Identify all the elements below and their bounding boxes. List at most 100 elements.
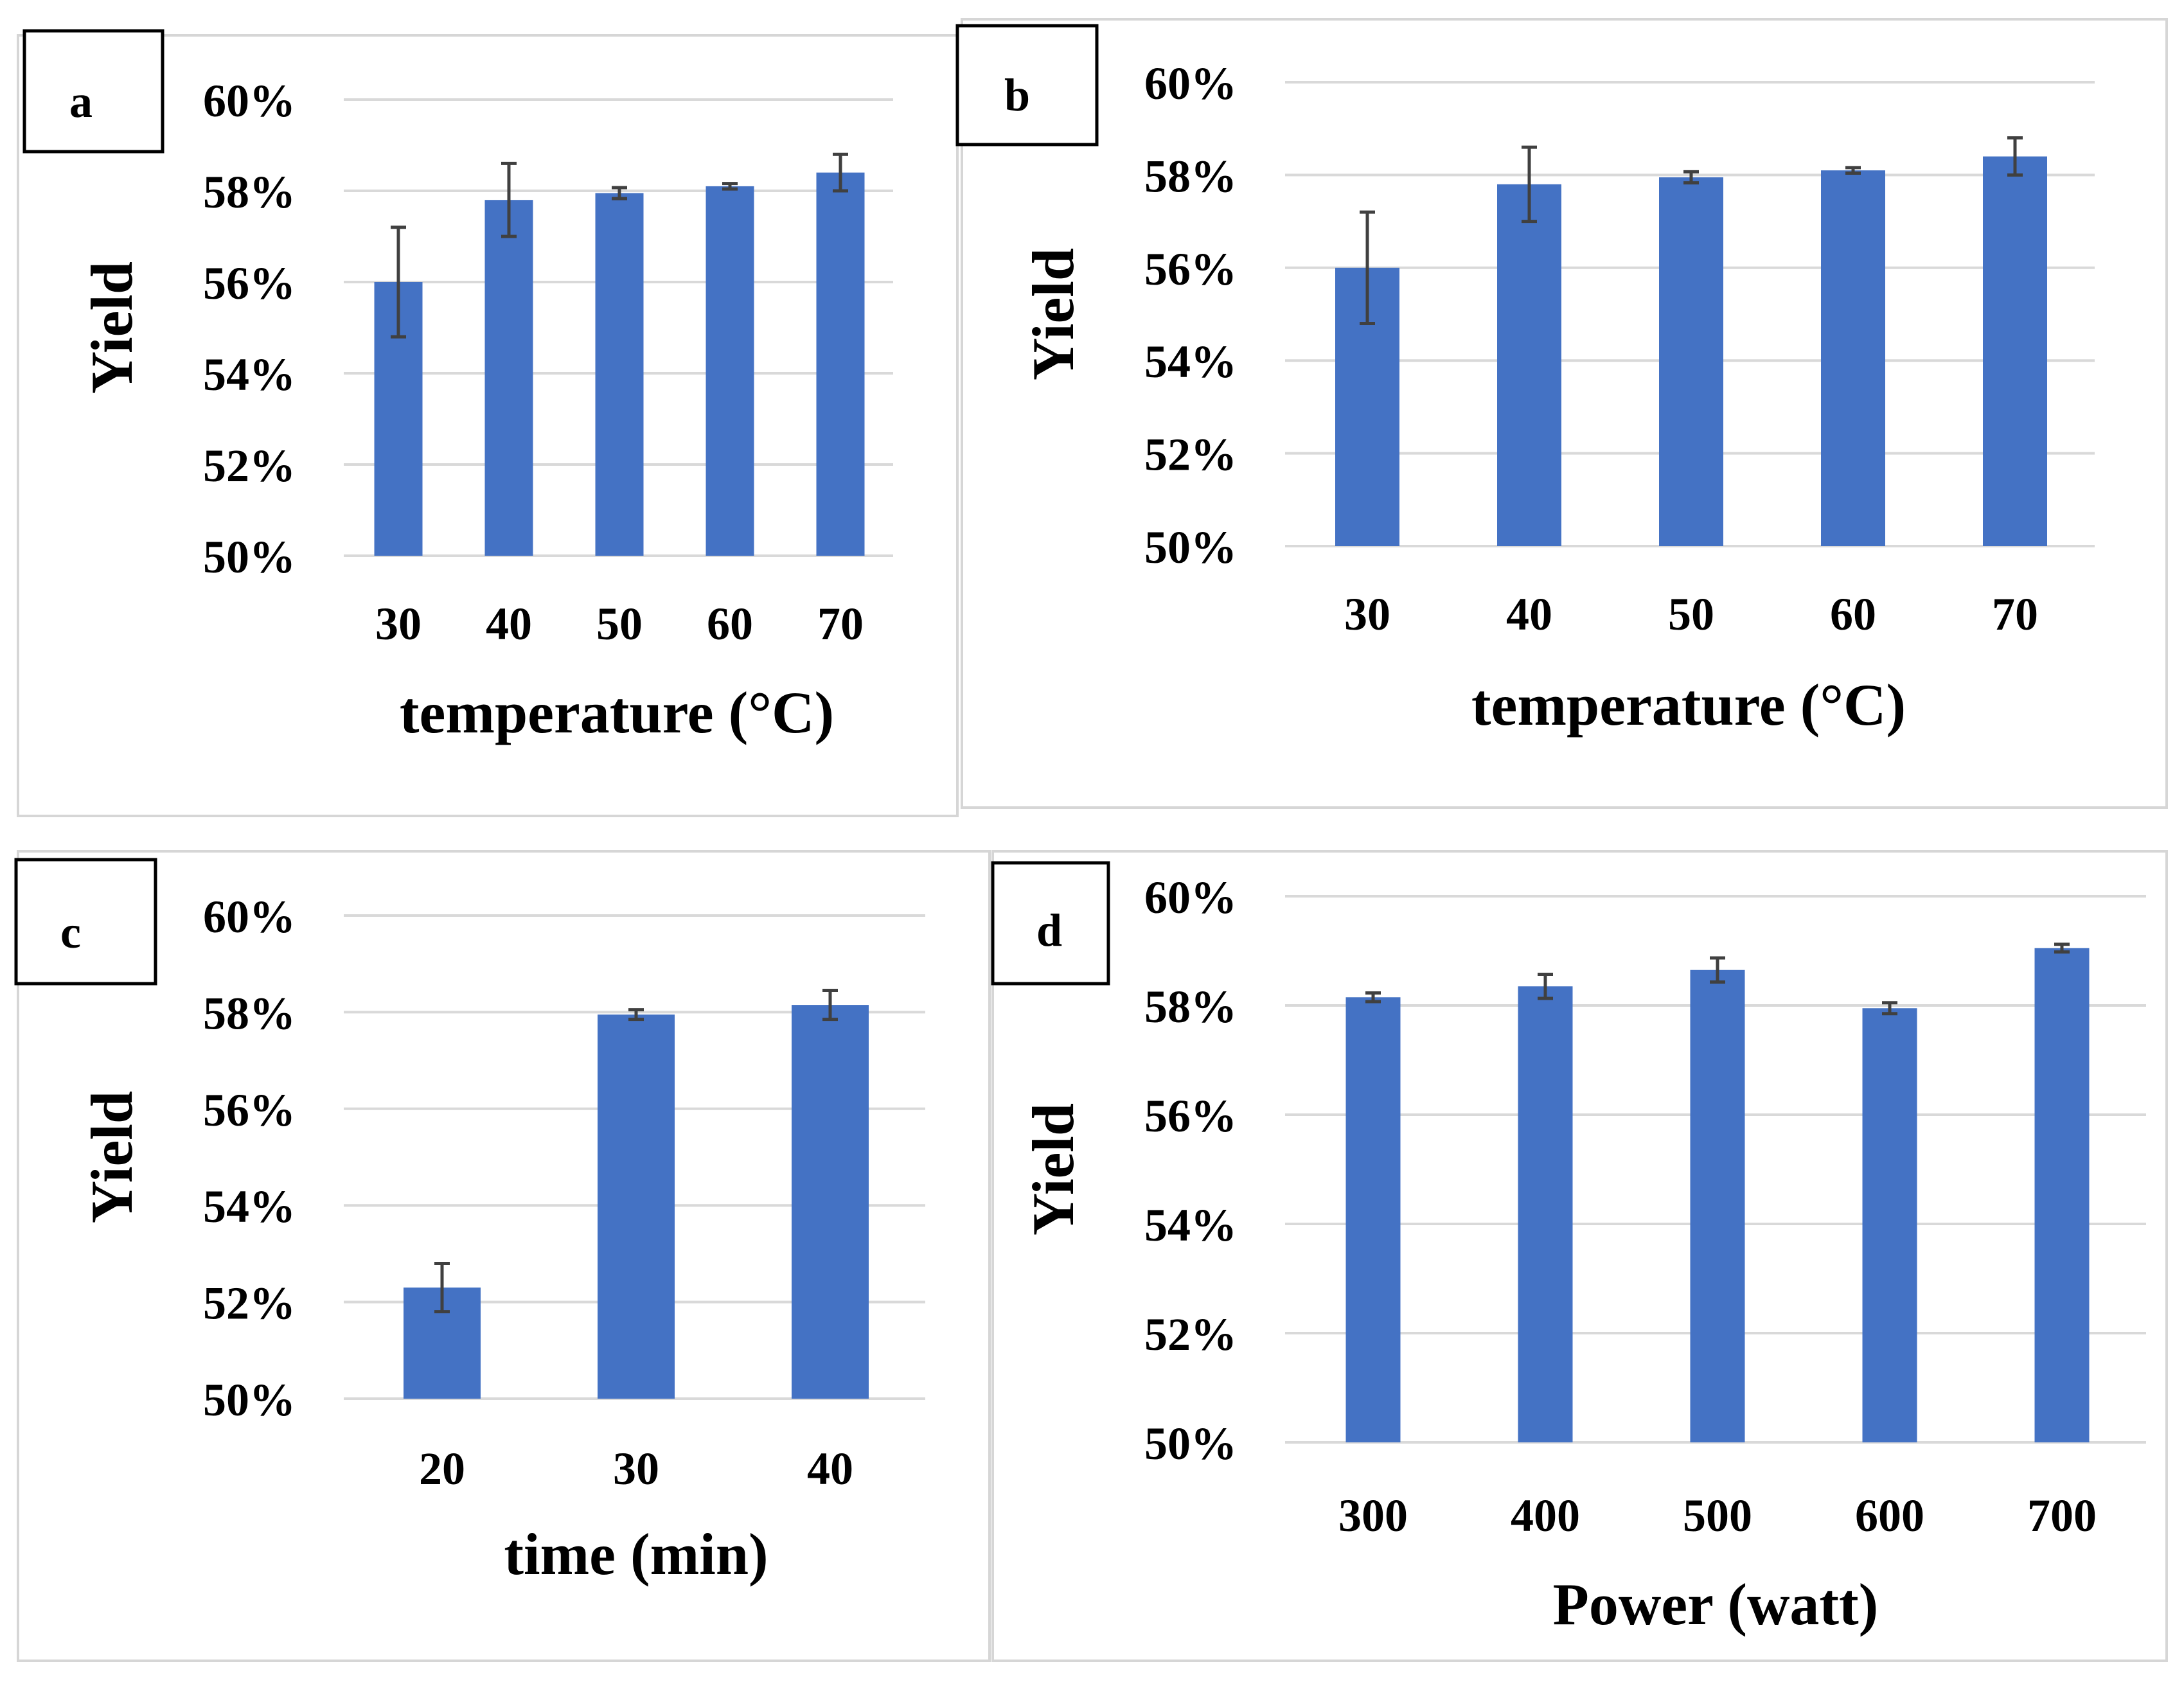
bar-b-70 [1983, 156, 2047, 546]
y-tick-label-d-2: 54% [1144, 1200, 1237, 1251]
x-tick-label-b-2: 50 [1668, 589, 1714, 640]
x-tick-label-a-4: 70 [817, 598, 864, 650]
x-axis-title-d: Power (watt) [1553, 1571, 1879, 1637]
y-tick-label-d-5: 60% [1144, 872, 1237, 923]
bar-a-50 [595, 193, 644, 556]
error-bar-d-600 [1882, 1001, 1897, 1016]
bar-d-500 [1690, 969, 1745, 1442]
y-tick-label-c-0: 50% [203, 1374, 296, 1426]
x-tick-label-a-1: 40 [486, 598, 532, 650]
y-tick-label-c-2: 54% [203, 1181, 296, 1232]
chart-d: 50% 52% 54% 56% 58% 60% 300 400 500 600 700 Power (… [1020, 872, 2146, 1637]
error-bar-d-400 [1538, 973, 1553, 1000]
bar-a-40 [484, 200, 533, 556]
y-tick-label-b-1: 52% [1144, 429, 1237, 481]
panel-d-frame [991, 850, 2168, 1662]
y-tick-label-c-5: 60% [203, 891, 296, 943]
chart-a: 50% 52% 54% 56% 58% 60% 30 40 50 60 70 temperature … [79, 75, 893, 745]
y-tick-label-a-3: 56% [203, 258, 296, 309]
y-axis-title-b: Yield [1020, 248, 1086, 380]
y-tick-label-b-3: 56% [1144, 243, 1237, 295]
chart-c: 50% 52% 54% 56% 58% 60% 20 30 40 time (min) Yield [79, 891, 925, 1587]
panel-a-label-box [22, 29, 164, 154]
error-bar-a-50 [612, 186, 627, 200]
y-tick-label-c-4: 58% [203, 987, 296, 1039]
panel-b-frame [961, 18, 2168, 809]
bar-d-600 [1862, 1008, 1917, 1442]
x-tick-label-b-3: 60 [1830, 589, 1876, 640]
y-axis-title-c: Yield [79, 1091, 145, 1223]
x-tick-label-d-1: 400 [1511, 1490, 1580, 1541]
y-tick-label-d-4: 58% [1144, 981, 1237, 1032]
x-tick-label-c-0: 20 [419, 1443, 465, 1494]
error-bar-c-30 [628, 1008, 644, 1022]
y-tick-label-b-4: 58% [1144, 150, 1237, 202]
bar-b-40 [1497, 184, 1561, 547]
panel-d-label-box [991, 861, 1110, 986]
error-bar-a-70 [833, 152, 848, 193]
x-tick-label-a-2: 50 [596, 598, 643, 650]
y-axis-title-d: Yield [1020, 1103, 1086, 1235]
x-tick-label-d-4: 700 [2027, 1490, 2097, 1541]
x-tick-label-b-0: 30 [1344, 589, 1390, 640]
error-bar-a-40 [501, 161, 517, 238]
bar-c-30 [598, 1014, 675, 1399]
y-tick-label-b-2: 54% [1144, 336, 1237, 387]
y-tick-label-d-0: 50% [1144, 1418, 1237, 1469]
error-bar-d-700 [2054, 943, 2070, 954]
panel-c-label-box [14, 858, 157, 986]
y-tick-label-b-5: 60% [1144, 58, 1237, 109]
x-axis-title-c: time (min) [504, 1521, 768, 1587]
x-tick-label-d-0: 300 [1338, 1490, 1408, 1541]
panel-c-letter: c [60, 907, 81, 958]
x-tick-label-c-2: 40 [807, 1443, 853, 1494]
panel-a-letter: a [69, 76, 93, 127]
y-tick-label-a-4: 58% [203, 166, 296, 218]
error-bar-c-40 [822, 989, 838, 1022]
y-tick-label-a-1: 52% [203, 440, 296, 491]
error-bar-a-30 [391, 226, 406, 339]
bar-d-400 [1518, 986, 1573, 1442]
x-axis-title-b: temperature (°C) [1471, 672, 1906, 738]
x-tick-label-a-3: 60 [707, 598, 753, 650]
x-tick-label-d-2: 500 [1683, 1490, 1752, 1541]
y-tick-label-d-3: 56% [1144, 1090, 1237, 1142]
panel-b-letter: b [1004, 69, 1030, 121]
bar-a-70 [816, 172, 865, 556]
bar-b-50 [1659, 177, 1723, 546]
panel-d-label: d [991, 861, 1110, 986]
y-tick-label-a-5: 60% [203, 75, 296, 127]
x-tick-label-d-3: 600 [1855, 1490, 1924, 1541]
error-bar-c-20 [434, 1261, 450, 1314]
panel-b-label: b [955, 24, 1099, 146]
x-tick-label-c-1: 30 [613, 1443, 659, 1494]
error-bar-b-30 [1360, 210, 1375, 325]
bar-b-60 [1821, 170, 1885, 546]
error-bar-d-300 [1365, 991, 1381, 1004]
error-bar-d-500 [1710, 956, 1725, 984]
panel-b-label-box [955, 24, 1099, 146]
panel-c-label: c [14, 858, 157, 986]
y-tick-label-a-2: 54% [203, 349, 296, 400]
error-bar-b-70 [2007, 136, 2023, 177]
error-bar-b-60 [1845, 166, 1861, 175]
x-tick-label-b-1: 40 [1506, 589, 1552, 640]
bar-c-40 [792, 1005, 869, 1399]
y-tick-label-b-0: 50% [1144, 522, 1237, 573]
y-tick-label-c-1: 52% [203, 1278, 296, 1329]
x-tick-label-b-4: 70 [1992, 589, 2038, 640]
y-tick-label-c-3: 56% [203, 1084, 296, 1136]
bar-d-700 [2034, 948, 2090, 1442]
error-bar-b-40 [1522, 145, 1537, 224]
panel-d-letter: d [1036, 905, 1062, 956]
x-axis-title-a: temperature (°C) [400, 680, 834, 745]
x-tick-label-a-0: 30 [375, 598, 422, 650]
bar-a-60 [706, 186, 754, 556]
y-tick-label-a-0: 50% [203, 531, 296, 583]
panel-a-label: a [22, 29, 164, 154]
chart-b: 50% 52% 54% 56% 58% 60% 30 40 50 60 70 temperature … [1020, 58, 2095, 738]
error-bar-a-60 [722, 182, 738, 191]
bar-d-300 [1345, 997, 1401, 1442]
y-tick-label-d-1: 52% [1144, 1309, 1237, 1360]
